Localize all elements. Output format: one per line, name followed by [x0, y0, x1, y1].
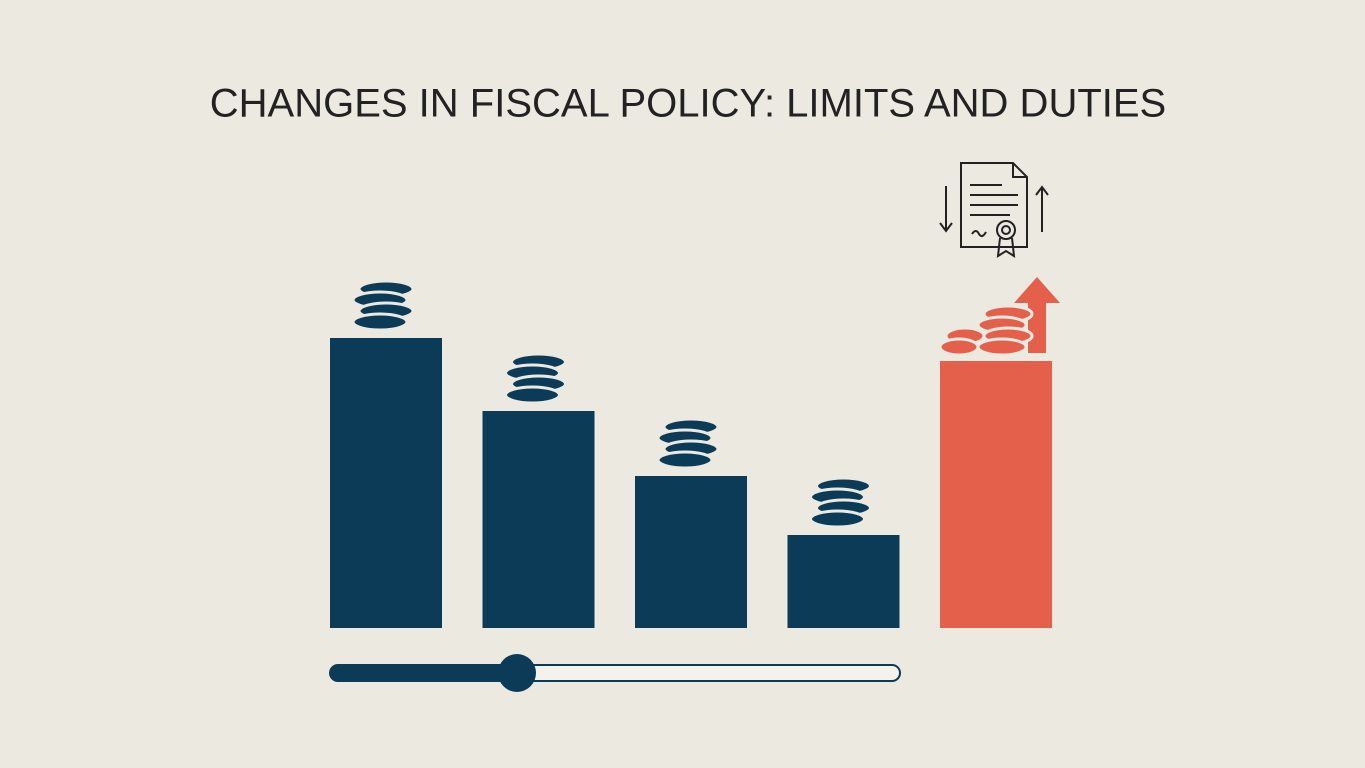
coin [351, 312, 409, 332]
chart-title: CHANGES IN FISCAL POLICY: LIMITS AND DUT… [210, 82, 1167, 126]
bar [940, 361, 1052, 628]
slider-fill [330, 665, 518, 681]
coin [504, 385, 561, 405]
bar [635, 476, 747, 628]
bar [330, 338, 442, 628]
coin [809, 509, 866, 529]
bar [482, 411, 595, 628]
coin [656, 450, 714, 470]
coin [976, 337, 1028, 357]
plot [330, 277, 1060, 628]
coin [938, 337, 980, 357]
arrow-up [1014, 277, 1060, 353]
slider[interactable] [329, 654, 901, 692]
document-icon [939, 162, 1049, 258]
bar [787, 535, 900, 628]
slider-knob[interactable] [498, 654, 536, 692]
